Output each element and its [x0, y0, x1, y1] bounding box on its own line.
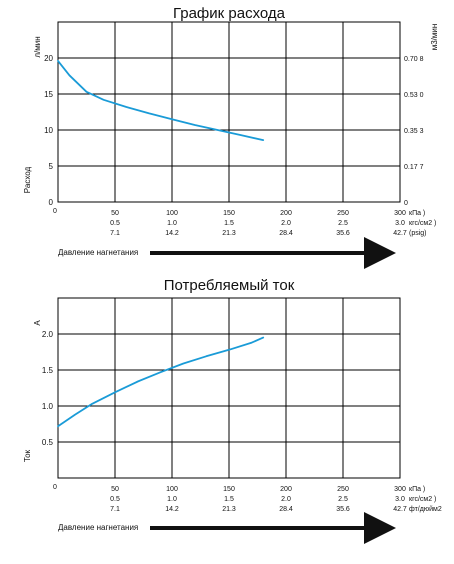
x-tick-unit: кгс/см2 )	[409, 220, 436, 227]
series-line-0	[57, 60, 265, 142]
x-tick-label: 35.6	[336, 230, 350, 237]
x-tick-label: 200	[280, 486, 292, 493]
y2-tick-label: 0.53 0	[404, 92, 424, 99]
chart-title: Потребляемый ток	[164, 277, 295, 294]
x-tick-label: 250	[337, 210, 349, 217]
x-axis-label: Давление нагнетания	[58, 248, 138, 257]
x-tick-label: 300	[394, 486, 406, 493]
y2-tick-label: 0.70 8	[404, 56, 424, 63]
y-tick-label: 10	[44, 126, 53, 135]
x-tick-label: 14.2	[165, 230, 179, 237]
x-tick-label: 150	[223, 486, 235, 493]
y-tick-label: 15	[44, 90, 53, 99]
x-tick-label: 200	[280, 210, 292, 217]
x-tick-unit: (psig)	[409, 230, 427, 237]
x-tick-label: 2.5	[338, 496, 348, 503]
x-tick-label: 7.1	[110, 506, 120, 513]
x-axis-label: Давление нагнетания	[58, 523, 138, 532]
x-tick-label: 42.7	[393, 230, 407, 237]
y-axis-unit: л/мин	[33, 36, 42, 57]
x-tick-label: 35.6	[336, 506, 350, 513]
x-tick-label: 2.5	[338, 220, 348, 227]
x-tick-label: 100	[166, 210, 178, 217]
x-tick-unit: фт/дюйм2	[409, 505, 442, 513]
x-tick-label: 7.1	[110, 230, 120, 237]
y-tick-label: 2.0	[42, 330, 54, 339]
x-tick-label: 0.5	[110, 496, 120, 503]
x-tick-label: 1.0	[167, 220, 177, 227]
x-tick-unit: кПа )	[409, 486, 425, 493]
x-tick-unit: кПа )	[409, 210, 425, 217]
x-tick-label: 150	[223, 210, 235, 217]
x-tick-label: 3.0	[395, 496, 405, 503]
y-tick-label: 1.5	[42, 366, 54, 375]
x-tick-label: 1.0	[167, 496, 177, 503]
x-tick-label: 21.3	[222, 506, 236, 513]
y-tick-label: 5	[49, 162, 54, 171]
x-tick-label: 50	[111, 210, 119, 217]
series-line-0	[57, 336, 265, 428]
x-tick-label: 2.0	[281, 220, 291, 227]
x-tick-label: 21.3	[222, 230, 236, 237]
chart-title: График расхода	[173, 5, 286, 22]
y2-tick-label: 0	[404, 200, 408, 207]
x-tick-label: 0.5	[110, 220, 120, 227]
y-axis-label: Ток	[23, 449, 32, 462]
x-tick-label: 1.5	[224, 220, 234, 227]
y-axis-label: Расход	[23, 166, 32, 193]
x-tick-label: 1.5	[224, 496, 234, 503]
x-tick-label: 42.7	[393, 506, 407, 513]
x-tick-label: 50	[111, 486, 119, 493]
y-axis-unit: A	[33, 320, 42, 326]
x-tick-label: 250	[337, 486, 349, 493]
x-tick-label: 2.0	[281, 496, 291, 503]
x-tick-label: 3.0	[395, 220, 405, 227]
y-tick-label: 1.0	[42, 402, 54, 411]
y-tick-label: 0	[49, 198, 54, 207]
x-tick-label: 28.4	[279, 506, 293, 513]
x-tick-label: 100	[166, 486, 178, 493]
y-tick-label: 20	[44, 54, 53, 63]
x-tick-label: 300	[394, 210, 406, 217]
x-origin-label: 0	[53, 208, 57, 215]
y2-axis-unit: м3/мин	[430, 24, 439, 51]
y2-tick-label: 0.35 3	[404, 128, 424, 135]
x-tick-label: 14.2	[165, 506, 179, 513]
x-origin-label: 0	[53, 484, 57, 491]
x-tick-label: 28.4	[279, 230, 293, 237]
y-tick-label: 0.5	[42, 438, 54, 447]
x-tick-unit: кгс/см2 )	[409, 496, 436, 503]
y2-tick-label: 0.17 7	[404, 164, 424, 171]
